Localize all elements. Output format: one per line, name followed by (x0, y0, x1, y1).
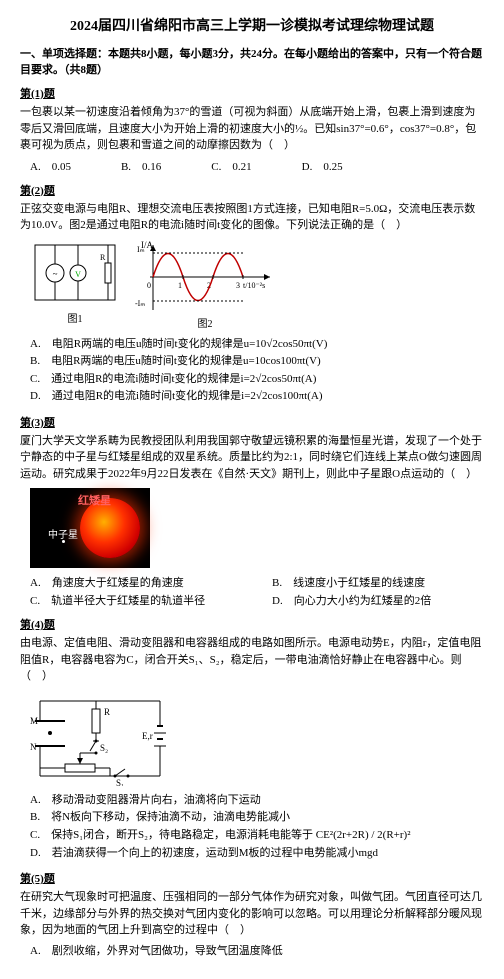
q4-text: 由电源、定值电阻、滑动变阻器和电容器组成的电路如图所示。电源电动势E，内阻r，定… (20, 635, 484, 685)
q5-opt-a: A. 剧烈收缩，外界对气团做功，导致气团温度降低 (30, 943, 484, 961)
q4-circuit: M N R S₂ S₁ E,r (30, 691, 170, 786)
svg-text:S₂: S₂ (100, 743, 108, 753)
svg-text:0: 0 (147, 281, 151, 290)
q5-text: 在研究大气现象时可把温度、压强相同的一部分气体作为研究对象，叫做气团。气团直径可… (20, 889, 484, 939)
q2-label: 第(2)题 (20, 182, 484, 198)
q1-opt-c: C. 0.21 (211, 158, 251, 174)
q2-figures: ~ V R 图1 Iₘ -Iₘ I/A t/10⁻²s 0 1 2 3 (30, 240, 484, 330)
q5-label: 第(5)题 (20, 870, 484, 886)
svg-text:N: N (30, 742, 37, 752)
svg-text:M: M (30, 716, 38, 726)
svg-text:3: 3 (236, 281, 240, 290)
q3-label: 第(3)题 (20, 414, 484, 430)
q1-opt-b: B. 0.16 (121, 158, 161, 174)
q4-opt-a: A. 移动滑动变阻器滑片向右，油滴将向下运动 (30, 792, 484, 810)
section-1-head: 一、单项选择题：本题共8小题，每小题3分，共24分。在每小题给出的答案中，只有一… (20, 45, 484, 77)
svg-text:-Iₘ: -Iₘ (135, 299, 145, 308)
q1-label: 第(1)题 (20, 85, 484, 101)
q3-opt-c: C. 轨道半径大于红矮星的轨道半径 (30, 592, 242, 608)
q3-photo: 中子星 红矮星 (30, 488, 150, 568)
red-giant-label: 红矮星 (78, 492, 111, 508)
q2-fig1-label: 图1 (30, 310, 120, 325)
svg-text:~: ~ (53, 269, 58, 279)
q3-opt-a: A. 角速度大于红矮星的角速度 (30, 574, 242, 590)
q2-opt-d: D. 通过电阻R的电流i随时间t变化的规律是i=2√2cos100πt(A) (30, 388, 484, 406)
q4-figure: M N R S₂ S₁ E,r (30, 691, 484, 786)
svg-text:V: V (75, 270, 81, 279)
q4-label: 第(4)题 (20, 616, 484, 632)
q2-opt-a: A. 电阻R两端的电压u随时间t变化的规律是u=10√2cos50πt(V) (30, 336, 484, 354)
q4-opt-b: B. 将N板向下移动，保持油滴不动，油滴电势能减小 (30, 809, 484, 827)
svg-text:1: 1 (178, 281, 182, 290)
q2-wave-fig2: Iₘ -Iₘ I/A t/10⁻²s 0 1 2 3 (135, 240, 275, 315)
q1-opt-d: D. 0.25 (302, 158, 343, 174)
svg-text:I/A: I/A (141, 240, 153, 250)
q1-opt-a: A. 0.05 (30, 158, 71, 174)
q3-opt-b: B. 线速度小于红矮星的线速度 (272, 574, 484, 590)
q1-options: A. 0.05 B. 0.16 C. 0.21 D. 0.25 (30, 158, 484, 174)
svg-text:t/10⁻²s: t/10⁻²s (243, 281, 265, 290)
q3-opt-d: D. 向心力大小约为红矮星的2倍 (272, 592, 484, 608)
q5-options: A. 剧烈收缩，外界对气团做功，导致气团温度降低 (30, 943, 484, 961)
page-title: 2024届四川省绵阳市高三上学期一诊模拟考试理综物理试题 (20, 15, 484, 35)
svg-text:S₁: S₁ (116, 778, 124, 786)
q4-opt-d: D. 若油滴获得一个向上的初速度，运动到M板的过程中电势能减小mgd (30, 845, 484, 863)
q4-options: A. 移动滑动变阻器滑片向右，油滴将向下运动 B. 将N板向下移动，保持油滴不动… (30, 792, 484, 862)
svg-text:R: R (104, 707, 110, 717)
q4-opt-c: C. 保持S₁闭合，断开S₂，待电路稳定，电源消耗电能等于 CE²(2r+2R)… (30, 827, 484, 845)
q2-fig2-label: 图2 (135, 315, 275, 330)
q3-options: A. 角速度大于红矮星的角速度 B. 线速度小于红矮星的线速度 C. 轨道半径大… (30, 574, 484, 608)
q3-text: 厦门大学天文学系畴为民教授团队利用我国郭守敬望远镜积累的海量恒星光谱，发现了一个… (20, 433, 484, 483)
svg-text:E,r: E,r (142, 731, 153, 741)
q1-text: 一包裹以某一初速度沿着倾角为37°的雪道（可视为斜面）从底端开始上滑，包裹上滑到… (20, 104, 484, 154)
q2-opt-b: B. 电阻R两端的电压u随时间t变化的规律是u=10cos100πt(V) (30, 353, 484, 371)
q2-opt-c: C. 通过电阻R的电流i随时间t变化的规律是i=2√2cos50πt(A) (30, 371, 484, 389)
q2-text: 正弦交变电源与电阻R、理想交流电压表按照图1方式连接，已知电阻R=5.0Ω，交流… (20, 201, 484, 234)
q2-circuit-fig1: ~ V R (30, 240, 120, 310)
q2-options: A. 电阻R两端的电压u随时间t变化的规律是u=10√2cos50πt(V) B… (30, 336, 484, 406)
svg-text:R: R (100, 253, 106, 262)
neutron-star-label: 中子星 (48, 526, 78, 541)
